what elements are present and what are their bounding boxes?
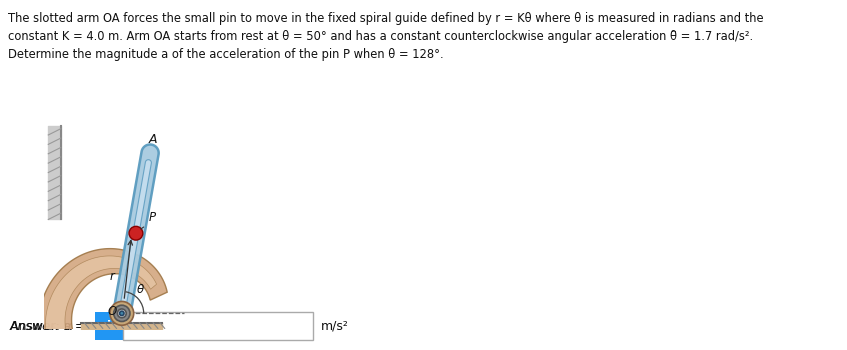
- Circle shape: [129, 226, 143, 240]
- Polygon shape: [39, 248, 167, 350]
- Text: A: A: [148, 133, 157, 146]
- Text: θ: θ: [136, 284, 144, 296]
- Circle shape: [110, 301, 134, 325]
- FancyBboxPatch shape: [123, 312, 313, 340]
- Text: The slotted arm OA forces the small pin to move in the fixed spiral guide define: The slotted arm OA forces the small pin …: [8, 12, 764, 25]
- Circle shape: [119, 311, 124, 316]
- FancyBboxPatch shape: [95, 312, 123, 340]
- Text: Determine the magnitude a of the acceleration of the pin P when θ = 128°.: Determine the magnitude a of the acceler…: [8, 48, 444, 61]
- Polygon shape: [46, 256, 157, 350]
- Circle shape: [113, 305, 130, 322]
- Text: r: r: [109, 270, 114, 283]
- Text: i: i: [107, 320, 111, 332]
- Text: m/s²: m/s²: [321, 320, 349, 332]
- Polygon shape: [113, 145, 158, 322]
- Text: constant K = 4.0 m. Arm OA starts from rest at θ = 50° and has a constant counte: constant K = 4.0 m. Arm OA starts from r…: [8, 30, 753, 43]
- Text: Answer: a =: Answer: a =: [10, 320, 86, 332]
- Polygon shape: [120, 160, 152, 307]
- Text: O: O: [108, 305, 116, 318]
- Text: P: P: [148, 211, 156, 224]
- Circle shape: [118, 309, 126, 318]
- Text: Answer: α =: Answer: α =: [10, 320, 87, 332]
